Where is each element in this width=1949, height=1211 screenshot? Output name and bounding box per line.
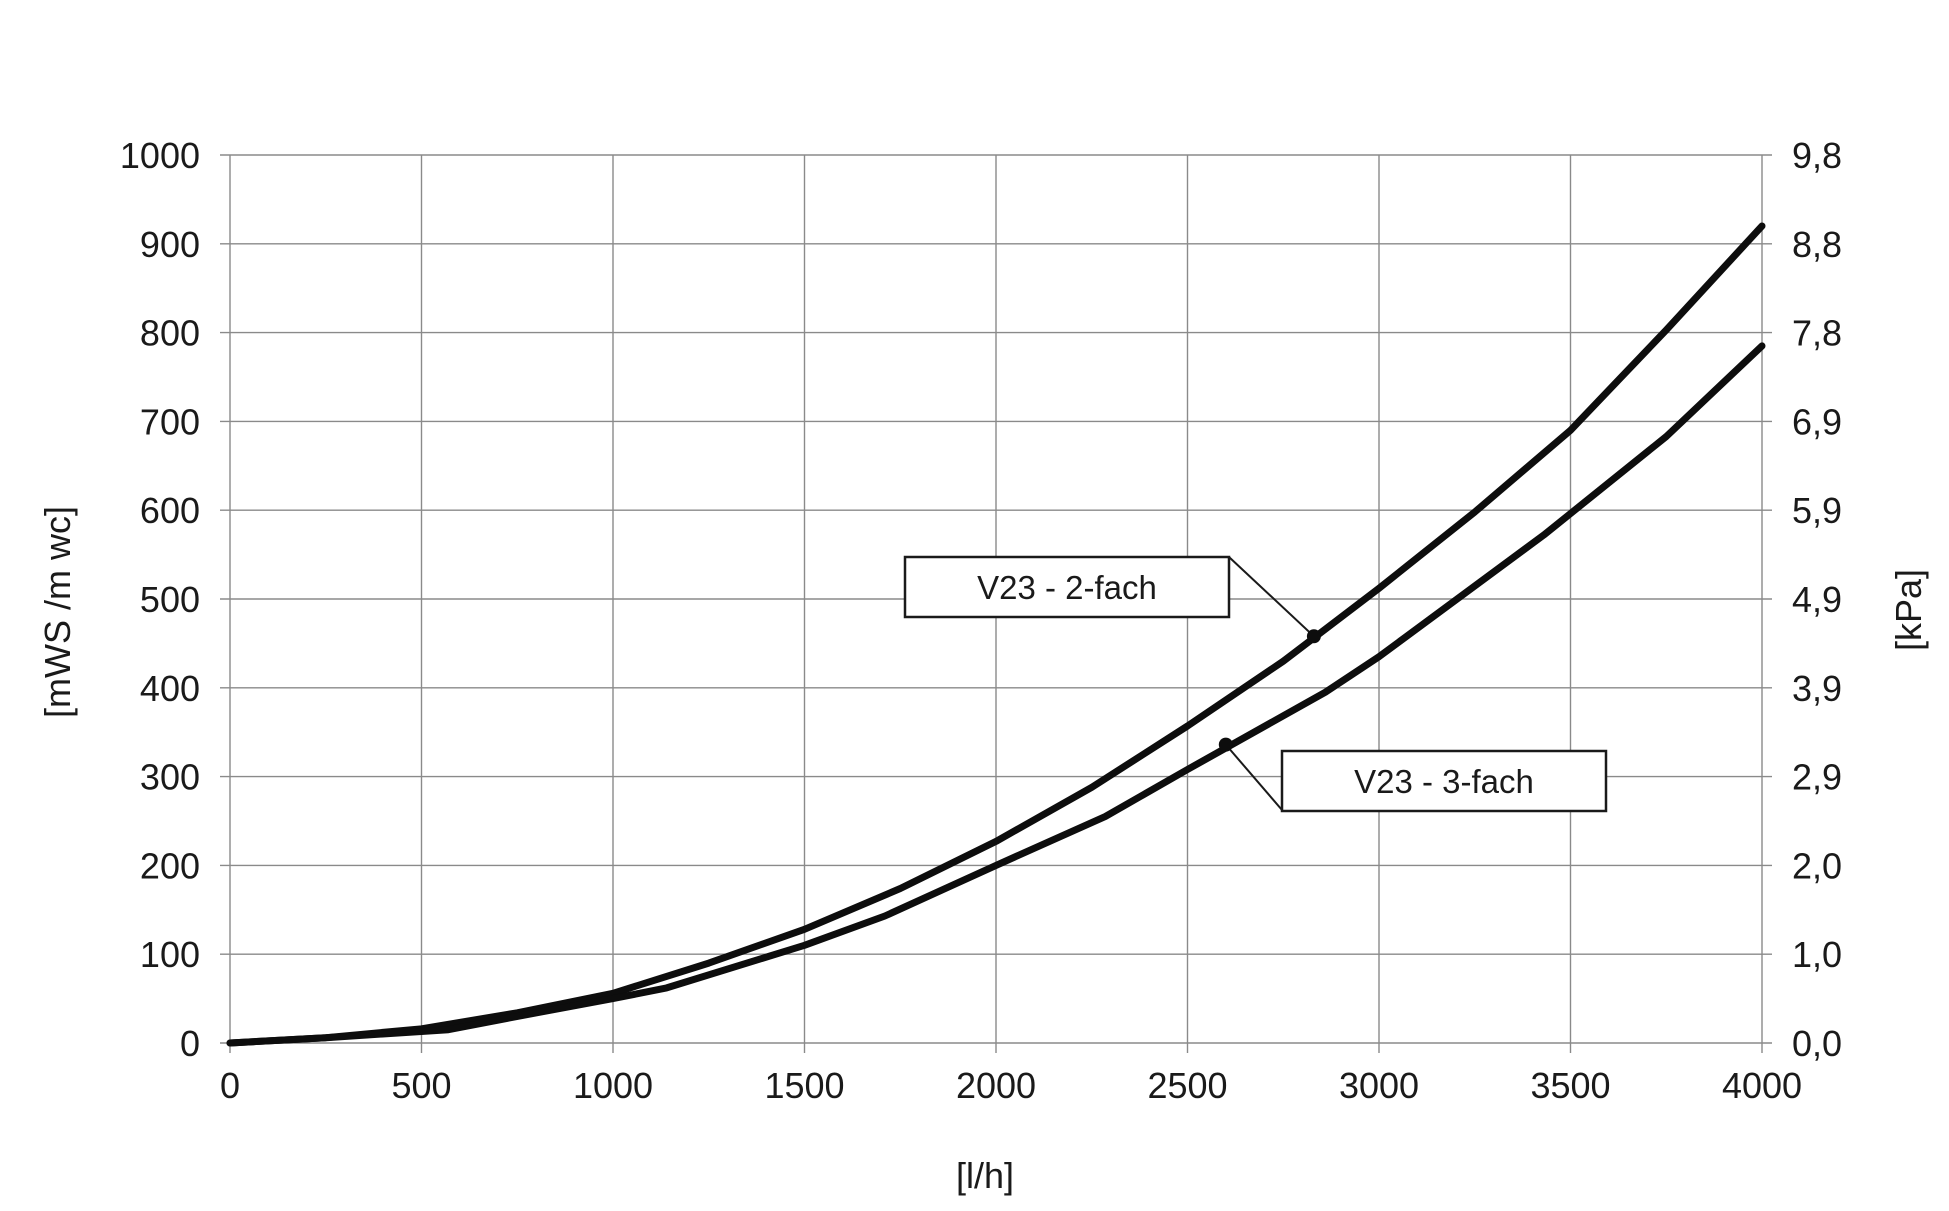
callout-marker bbox=[1218, 737, 1233, 752]
y-tick-label: 400 bbox=[140, 668, 200, 709]
y2-tick-label: 8,8 bbox=[1792, 224, 1842, 265]
series-line-1 bbox=[226, 222, 1766, 1047]
x-axis-title: [l/h] bbox=[956, 1155, 1014, 1196]
y2-tick-label: 2,0 bbox=[1792, 845, 1842, 886]
y-tick-label: 500 bbox=[140, 579, 200, 620]
y2-tick-label: 2,9 bbox=[1792, 757, 1842, 798]
callout-marker bbox=[1306, 629, 1321, 644]
y-tick-label: 100 bbox=[140, 934, 200, 975]
x-tick-label: 3000 bbox=[1339, 1065, 1419, 1106]
callout-box bbox=[1280, 749, 1608, 813]
y-tick-label: 0 bbox=[180, 1023, 200, 1064]
y2-axis-title: [kPa] bbox=[1888, 569, 1929, 651]
y-axis-title: [mWS /m wc] bbox=[37, 506, 78, 718]
y2-tick-label: 3,9 bbox=[1792, 668, 1842, 709]
callout-box bbox=[903, 555, 1231, 619]
callout-leader bbox=[1225, 743, 1283, 811]
x-tick-label: 2000 bbox=[956, 1065, 1036, 1106]
callouts: V23 - 2-fach V23 - 3-fach bbox=[903, 555, 1608, 813]
y2-tick-label: 7,8 bbox=[1792, 313, 1842, 354]
x-tick-label: 1500 bbox=[764, 1065, 844, 1106]
y-tick-label: 900 bbox=[140, 224, 200, 265]
y-tick-label: 700 bbox=[140, 401, 200, 442]
callout-leader bbox=[1228, 556, 1315, 638]
callout-label: V23 - 2-fach bbox=[977, 569, 1157, 606]
callout-label: V23 - 3-fach bbox=[1354, 763, 1534, 800]
x-tick-label: 1000 bbox=[573, 1065, 653, 1106]
x-tick-label: 4000 bbox=[1722, 1065, 1802, 1106]
y2-tick-label: 4,9 bbox=[1792, 579, 1842, 620]
tick-labels: 0 500 1000 1500 2000 2500 3000 3500 4000 0 0,0 100 1… bbox=[120, 135, 1842, 1106]
x-tick-label: 0 bbox=[220, 1065, 240, 1106]
y-tick-label: 1000 bbox=[120, 135, 200, 176]
y-tick-label: 800 bbox=[140, 313, 200, 354]
series-lines bbox=[226, 222, 1766, 1047]
y2-tick-label: 1,0 bbox=[1792, 934, 1842, 975]
y-tick-label: 600 bbox=[140, 490, 200, 531]
y2-tick-label: 6,9 bbox=[1792, 401, 1842, 442]
x-tick-label: 500 bbox=[391, 1065, 451, 1106]
x-tick-label: 2500 bbox=[1147, 1065, 1227, 1106]
y-tick-label: 300 bbox=[140, 757, 200, 798]
y2-tick-label: 5,9 bbox=[1792, 490, 1842, 531]
y-tick-label: 200 bbox=[140, 845, 200, 886]
y2-tick-label: 9,8 bbox=[1792, 135, 1842, 176]
y2-tick-label: 0,0 bbox=[1792, 1023, 1842, 1064]
series-line-2 bbox=[226, 342, 1766, 1047]
x-tick-label: 3500 bbox=[1530, 1065, 1610, 1106]
